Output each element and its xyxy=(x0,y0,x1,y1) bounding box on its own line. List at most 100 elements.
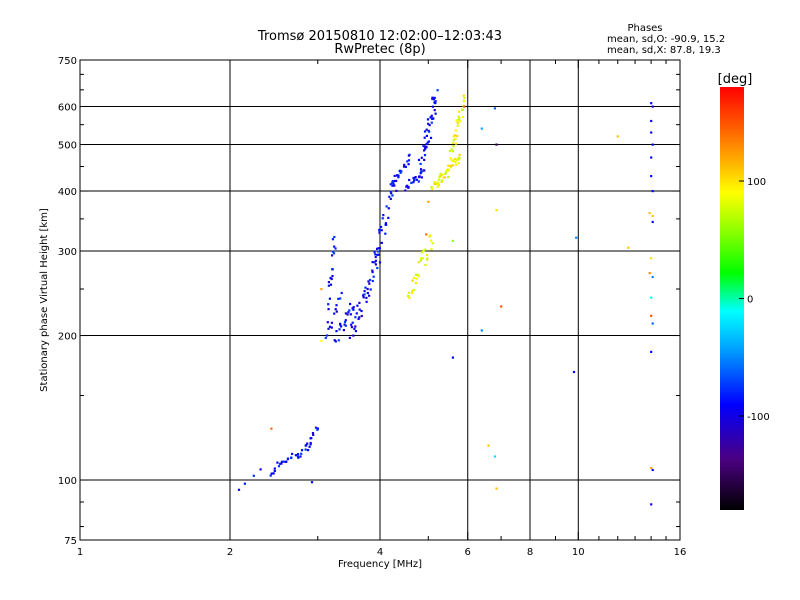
data-point xyxy=(650,102,653,105)
data-point xyxy=(451,239,454,242)
colorbar-tick-label: 0 xyxy=(747,295,753,306)
data-point xyxy=(425,233,428,236)
data-point xyxy=(407,294,410,298)
y-tick-label: 200 xyxy=(58,332,77,343)
data-point xyxy=(425,128,428,131)
data-point xyxy=(457,158,460,161)
data-point xyxy=(389,190,392,193)
data-point xyxy=(397,174,400,177)
data-point xyxy=(458,117,461,120)
y-axis-label: Stationary phase Virtual Height [km] xyxy=(39,208,50,392)
data-point xyxy=(433,181,436,184)
data-point xyxy=(374,255,377,259)
data-point xyxy=(457,115,460,118)
data-point xyxy=(331,254,334,257)
data-point xyxy=(378,228,381,231)
data-point xyxy=(419,162,422,165)
data-point xyxy=(452,139,455,142)
data-point xyxy=(354,325,357,328)
data-point xyxy=(480,127,483,130)
data-point xyxy=(368,278,372,282)
data-point xyxy=(306,442,309,445)
data-point xyxy=(450,148,453,151)
data-point xyxy=(371,261,374,264)
data-point xyxy=(447,169,450,172)
data-point xyxy=(277,465,281,468)
data-point xyxy=(344,324,347,327)
data-point xyxy=(377,253,380,256)
data-point xyxy=(458,110,461,113)
data-point xyxy=(300,452,303,455)
data-point xyxy=(376,253,379,257)
data-point xyxy=(458,120,461,123)
data-point xyxy=(381,217,384,220)
data-point xyxy=(417,261,420,264)
data-point xyxy=(432,117,435,120)
data-point xyxy=(493,455,496,458)
data-point xyxy=(651,105,654,108)
data-point xyxy=(455,119,458,122)
data-point xyxy=(440,180,443,183)
data-point xyxy=(331,275,334,278)
data-point xyxy=(385,205,388,208)
data-point xyxy=(397,176,400,179)
data-point xyxy=(393,179,397,183)
data-point xyxy=(651,143,654,146)
data-point xyxy=(480,329,483,332)
data-point xyxy=(335,304,338,307)
data-point xyxy=(308,445,311,448)
data-point xyxy=(337,339,340,342)
data-point xyxy=(290,456,293,459)
data-point xyxy=(349,302,352,306)
data-point xyxy=(651,322,654,325)
data-point xyxy=(337,297,340,300)
data-point xyxy=(424,248,427,251)
data-point xyxy=(327,284,330,287)
data-point xyxy=(417,273,420,276)
data-point xyxy=(650,175,653,178)
data-point xyxy=(365,296,368,299)
data-point xyxy=(291,452,294,455)
stats-header: Phases xyxy=(627,23,662,34)
data-point xyxy=(305,444,308,447)
data-point xyxy=(650,119,653,123)
data-point xyxy=(432,98,435,101)
data-point xyxy=(431,105,434,108)
data-point xyxy=(392,183,395,186)
data-point xyxy=(572,370,576,374)
data-point xyxy=(344,312,347,315)
data-point xyxy=(495,487,498,490)
data-point xyxy=(648,212,651,215)
data-point xyxy=(365,300,368,303)
data-point xyxy=(424,148,427,151)
data-point xyxy=(413,179,416,182)
data-point xyxy=(395,179,398,182)
y-tick-label: 750 xyxy=(58,56,77,67)
data-point xyxy=(374,263,377,266)
data-point xyxy=(487,444,490,447)
data-point xyxy=(340,325,343,328)
x-tick-label: 8 xyxy=(527,547,533,558)
data-point xyxy=(651,190,654,193)
data-points xyxy=(237,89,654,506)
data-point xyxy=(417,180,420,183)
data-point xyxy=(438,175,441,178)
data-point xyxy=(307,449,310,452)
data-point xyxy=(354,316,357,319)
data-point xyxy=(575,236,578,239)
data-point xyxy=(450,159,453,162)
y-tick-label: 300 xyxy=(58,247,77,258)
data-point xyxy=(410,292,413,295)
data-point xyxy=(372,275,375,278)
y-tick-label: 600 xyxy=(58,103,77,114)
data-point xyxy=(456,134,459,138)
data-point xyxy=(334,340,337,343)
data-point xyxy=(414,176,417,179)
data-point xyxy=(376,250,380,253)
data-point xyxy=(422,169,425,172)
data-point xyxy=(616,135,619,138)
data-point xyxy=(297,456,300,459)
data-point xyxy=(376,247,379,250)
colorbar-label: [deg] xyxy=(718,72,753,87)
